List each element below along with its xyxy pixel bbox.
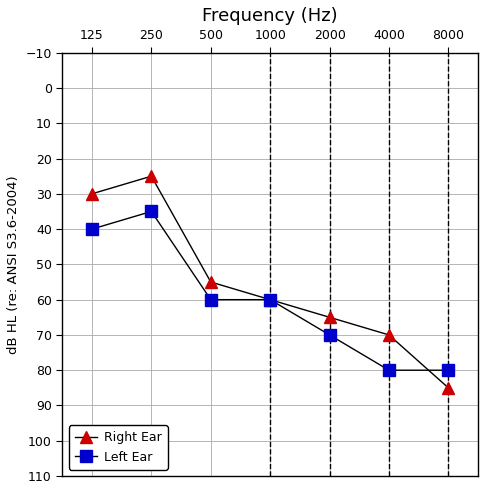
Left Ear (267, 297, 272, 302)
Right Ear (444, 385, 450, 391)
Right Ear (385, 332, 391, 338)
Right Ear (326, 314, 332, 320)
Left Ear (89, 226, 95, 232)
Left Ear (385, 367, 391, 373)
Legend: Right Ear, Left Ear: Right Ear, Left Ear (68, 425, 167, 470)
Left Ear (208, 297, 213, 302)
Right Ear (267, 297, 272, 302)
Left Ear (444, 367, 450, 373)
X-axis label: Frequency (Hz): Frequency (Hz) (202, 7, 337, 25)
Line: Right Ear: Right Ear (86, 170, 454, 394)
Line: Left Ear: Left Ear (86, 206, 453, 376)
Left Ear (148, 209, 154, 215)
Y-axis label: dB HL (re: ANSI S3.6-2004): dB HL (re: ANSI S3.6-2004) (7, 175, 20, 354)
Right Ear (148, 173, 154, 179)
Right Ear (208, 279, 213, 285)
Left Ear (326, 332, 332, 338)
Right Ear (89, 191, 95, 197)
